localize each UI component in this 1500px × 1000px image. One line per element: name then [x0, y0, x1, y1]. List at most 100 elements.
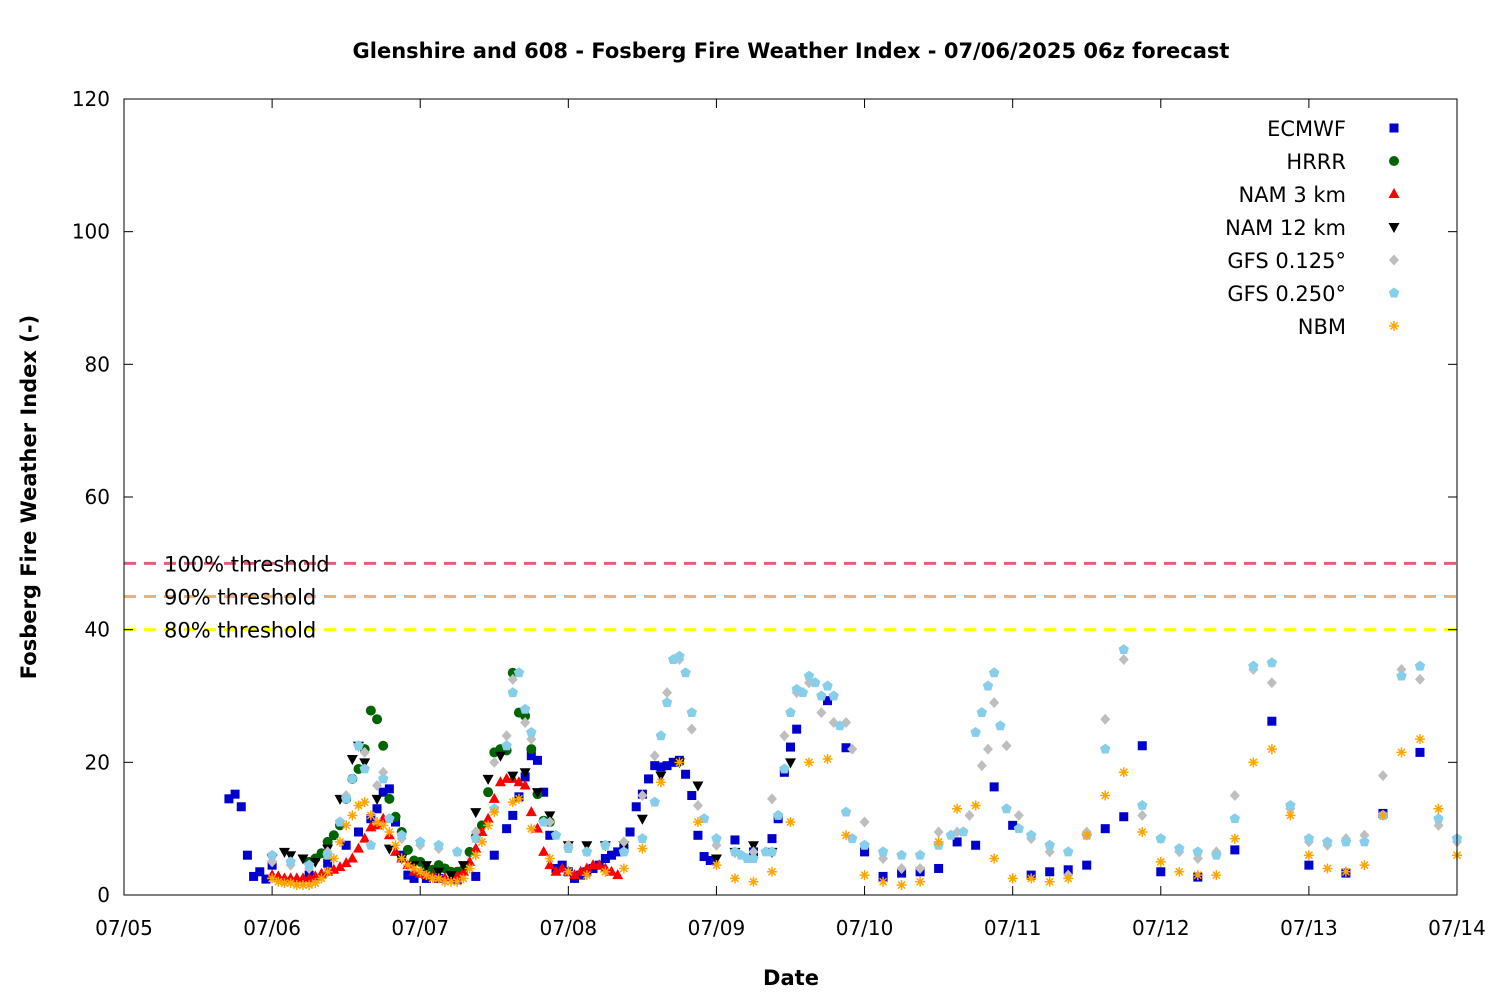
data-point — [391, 817, 401, 827]
data-point — [520, 717, 531, 729]
data-point — [1414, 734, 1425, 745]
legend-marker — [1389, 321, 1399, 331]
data-point — [346, 755, 358, 766]
data-point — [822, 754, 833, 765]
data-point — [433, 867, 445, 878]
data-point — [526, 751, 536, 761]
data-point — [340, 793, 352, 804]
data-point — [1396, 670, 1407, 681]
data-point — [470, 808, 482, 819]
data-point — [390, 845, 402, 856]
data-point — [655, 771, 667, 782]
data-point — [285, 878, 296, 889]
y-tick-label: 40 — [85, 618, 110, 642]
data-point — [1156, 867, 1166, 877]
data-point — [1137, 799, 1148, 810]
data-point — [618, 836, 629, 848]
data-point — [470, 833, 481, 844]
data-point — [952, 837, 962, 847]
data-point — [655, 777, 666, 788]
data-point — [538, 845, 550, 856]
data-point — [1267, 716, 1277, 726]
data-point — [396, 853, 407, 864]
data-point — [378, 740, 389, 751]
data-point — [273, 876, 284, 887]
legend: ECMWF HRRR NAM 3 km NAM 12 km GFS 0.125° GFS … — [1225, 117, 1400, 339]
legend-label: NAM 12 km — [1225, 216, 1346, 240]
data-point — [359, 758, 371, 769]
data-point — [513, 667, 525, 678]
data-point — [470, 826, 481, 838]
data-point — [372, 804, 382, 814]
data-point — [1248, 660, 1259, 671]
data-point — [1137, 741, 1147, 751]
data-point — [297, 880, 308, 891]
data-point — [304, 880, 315, 891]
data-point — [309, 857, 321, 868]
data-point — [538, 816, 549, 827]
data-point — [1044, 876, 1055, 887]
data-point — [600, 866, 611, 877]
legend-label: ECMWF — [1267, 117, 1346, 141]
data-point — [705, 856, 715, 866]
data-point — [644, 774, 654, 784]
data-point — [483, 787, 494, 798]
data-point — [822, 680, 833, 691]
data-point — [347, 773, 358, 784]
data-point — [1100, 713, 1111, 725]
data-point — [1100, 790, 1111, 801]
data-point — [1396, 747, 1407, 758]
data-point — [494, 751, 506, 762]
data-point — [607, 850, 617, 860]
data-point — [507, 687, 519, 698]
data-point — [662, 761, 672, 771]
data-point — [656, 762, 666, 772]
data-point — [1155, 833, 1167, 844]
data-point — [1230, 845, 1240, 855]
data-point — [748, 846, 759, 858]
data-point — [1062, 846, 1074, 857]
data-point — [816, 707, 827, 719]
data-point — [371, 794, 383, 805]
legend-label: GFS 0.250° — [1227, 282, 1346, 306]
data-point — [1359, 836, 1370, 847]
data-point — [593, 859, 605, 870]
data-point — [322, 849, 333, 860]
data-point — [710, 854, 722, 865]
data-point — [766, 866, 777, 877]
data-point — [489, 850, 499, 860]
data-point — [823, 696, 833, 706]
data-point — [433, 873, 444, 884]
data-point — [915, 876, 926, 887]
data-point — [970, 726, 981, 737]
data-point — [569, 869, 581, 880]
data-point — [303, 859, 315, 870]
data-point — [446, 876, 457, 887]
data-point — [1100, 743, 1111, 754]
data-point — [964, 809, 975, 821]
data-point — [328, 830, 339, 841]
data-point — [1008, 820, 1018, 830]
data-point — [1303, 833, 1315, 844]
data-point — [1100, 824, 1110, 834]
data-point — [452, 876, 463, 887]
data-point — [600, 854, 610, 864]
data-point — [785, 758, 796, 769]
series-group — [266, 741, 796, 882]
x-tick-label: 07/14 — [1428, 916, 1486, 940]
data-point — [377, 773, 389, 784]
data-point — [877, 846, 889, 857]
data-point — [989, 853, 1000, 864]
data-point — [1192, 846, 1204, 857]
data-point — [507, 797, 518, 808]
data-point — [958, 826, 969, 837]
data-point — [625, 827, 635, 837]
data-point — [878, 871, 888, 881]
data-point — [636, 814, 648, 825]
data-point — [668, 757, 678, 767]
data-point — [464, 863, 475, 874]
data-point — [531, 822, 543, 833]
data-point — [285, 856, 296, 867]
data-point — [427, 873, 438, 884]
data-point — [575, 865, 587, 876]
